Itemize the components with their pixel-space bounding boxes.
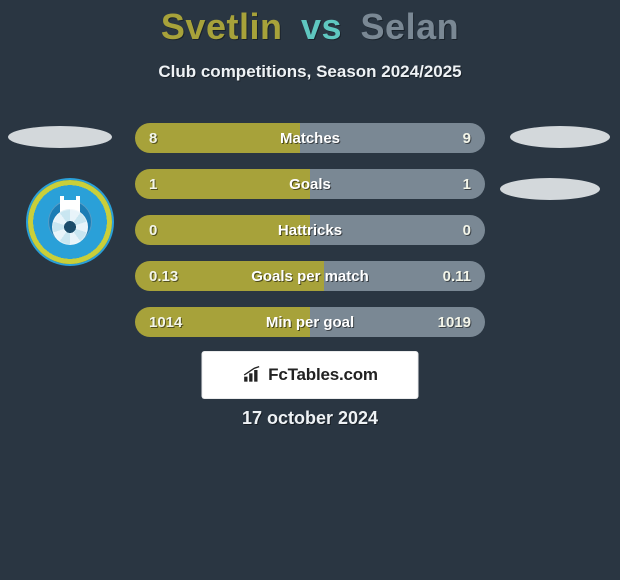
stat-value-left: 1 [149, 169, 157, 199]
stat-row: 10141019Min per goal [135, 307, 485, 337]
stat-bar-right [310, 169, 485, 199]
bar-chart-icon [242, 366, 262, 384]
title-player1: Svetlin [161, 6, 283, 47]
title-vs: vs [301, 6, 342, 47]
stat-value-right: 9 [463, 123, 471, 153]
stat-row: 89Matches [135, 123, 485, 153]
subtitle: Club competitions, Season 2024/2025 [0, 62, 620, 82]
generation-date: 17 october 2024 [0, 408, 620, 429]
player2-badge-aura-2 [500, 178, 600, 200]
stat-row: 11Goals [135, 169, 485, 199]
stat-bar-left [135, 123, 300, 153]
stat-value-left: 0 [149, 215, 157, 245]
stat-value-left: 8 [149, 123, 157, 153]
player1-club-crest [28, 180, 112, 264]
stats-comparison-chart: 89Matches11Goals00Hattricks0.130.11Goals… [135, 123, 485, 353]
watermark-text: FcTables.com [268, 365, 378, 385]
comparison-title: Svetlin vs Selan [0, 0, 620, 48]
stat-bar-left [135, 169, 310, 199]
stat-bar-right [300, 123, 486, 153]
stat-value-left: 1014 [149, 307, 182, 337]
stat-value-right: 0.11 [443, 261, 471, 291]
stat-row: 00Hattricks [135, 215, 485, 245]
stat-value-right: 1 [463, 169, 471, 199]
crest-ball-icon [52, 209, 88, 245]
stat-value-right: 0 [463, 215, 471, 245]
watermark: FcTables.com [203, 352, 418, 398]
player1-badge-aura [8, 126, 112, 148]
stat-value-left: 0.13 [149, 261, 178, 291]
stat-bar-left [135, 215, 310, 245]
stat-value-right: 1019 [438, 307, 471, 337]
player2-badge-aura-1 [510, 126, 610, 148]
stat-bar-right [310, 215, 485, 245]
title-player2: Selan [361, 6, 460, 47]
stat-row: 0.130.11Goals per match [135, 261, 485, 291]
